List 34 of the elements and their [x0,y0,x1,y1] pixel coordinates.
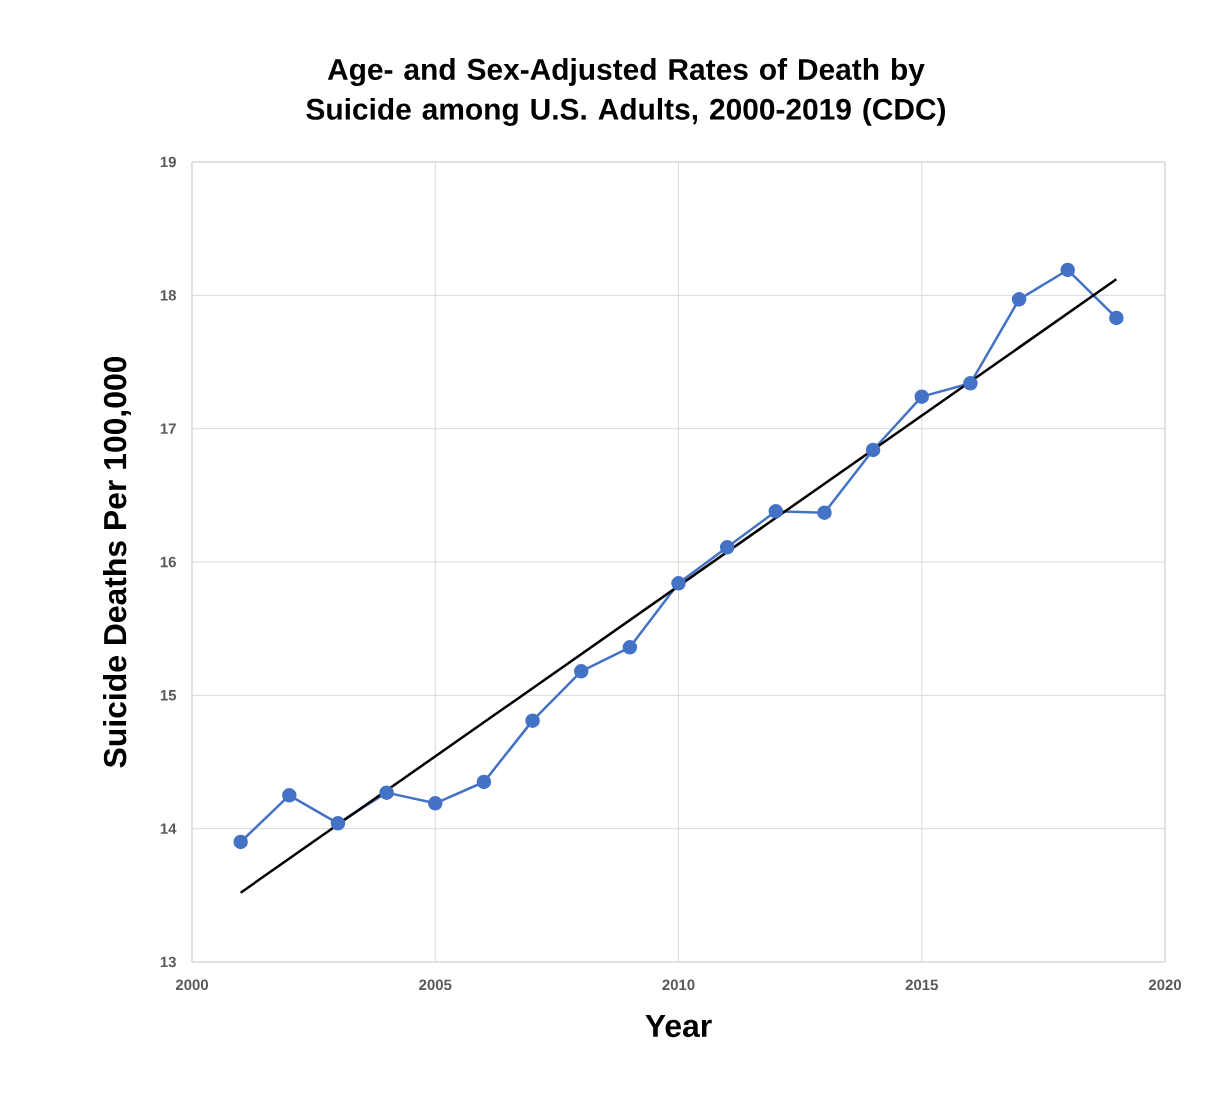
point [865,442,881,458]
point [1011,292,1027,307]
point [719,540,735,555]
point [282,788,297,803]
y-tick-label: 13 [160,956,176,968]
y-axis-title: Suicide Deaths Per 100,000 [103,356,132,768]
x-tick-label: 2020 [1148,979,1182,991]
x-tick-label: 2010 [662,979,695,991]
point [622,640,638,655]
x-tick-label: 2000 [175,979,208,991]
x-tick-label: 2005 [419,979,452,991]
point [817,505,832,520]
point [525,713,540,728]
y-tick-label: 16 [160,556,176,568]
y-tick-label: 15 [160,690,177,701]
x-tick-label: 2015 [905,979,938,991]
point [963,376,978,391]
point [768,504,784,519]
chart-title: Age- and Sex-Adjusted Rates of Death by Suicide among U.S. Adults, 2000-2019 (CDC) [306,58,946,126]
point [1109,310,1124,326]
y-tick-label: 14 [160,823,177,834]
y-tick-label: 17 [160,423,176,434]
point [233,834,248,850]
x-axis-title: Year [645,1014,712,1038]
point [428,796,443,811]
point [379,785,394,800]
point [476,774,492,790]
point [573,664,589,679]
point [914,389,930,404]
point [330,816,346,831]
y-tick-label: 19 [160,156,176,168]
point [671,576,686,591]
y-tick-label: 18 [160,290,177,301]
point [1060,262,1075,278]
